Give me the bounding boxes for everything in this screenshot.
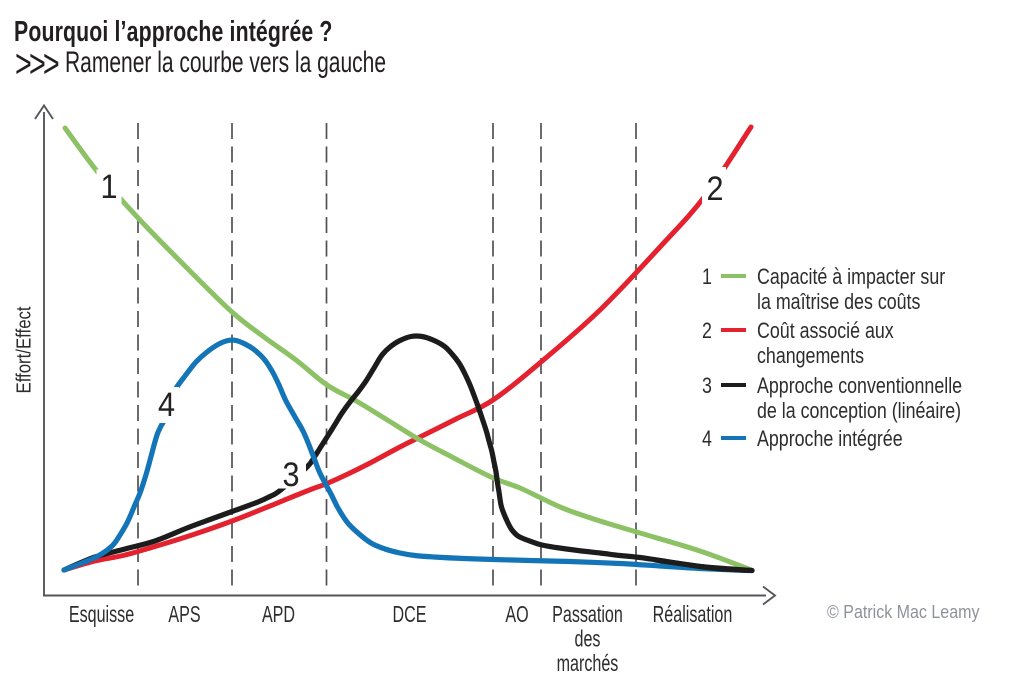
svg-text:des: des xyxy=(575,627,601,652)
svg-text:APD: APD xyxy=(262,602,295,627)
svg-text:AO: AO xyxy=(505,602,528,627)
svg-text:DCE: DCE xyxy=(393,602,427,627)
svg-text:Effort/Effect: Effort/Effect xyxy=(12,306,35,393)
svg-text:marchés: marchés xyxy=(557,651,619,676)
svg-text:1: 1 xyxy=(100,168,117,206)
svg-text:APS: APS xyxy=(168,602,200,627)
svg-text:2: 2 xyxy=(706,170,723,208)
svg-text:Esquisse: Esquisse xyxy=(69,602,134,627)
svg-text:Réalisation: Réalisation xyxy=(653,602,733,627)
svg-text:Passation: Passation xyxy=(552,602,623,627)
svg-text:3: 3 xyxy=(282,456,299,494)
svg-text:4: 4 xyxy=(158,386,175,424)
